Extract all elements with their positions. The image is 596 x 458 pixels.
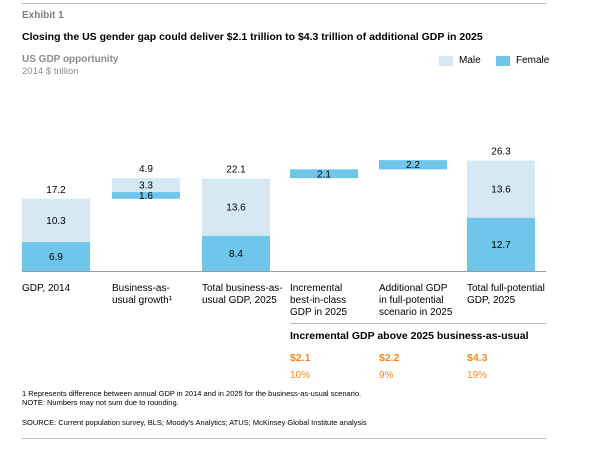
legend-male: Male — [439, 55, 481, 66]
category-label-line: Total full-potential — [467, 283, 545, 294]
incremental-percent-best-in-class: 10% — [290, 370, 311, 381]
label-female-4: 2.2 — [406, 160, 420, 171]
bar-male-1 — [112, 178, 180, 193]
category-label-2: Total business-as-usual GDP, 2025 — [202, 283, 283, 307]
incremental-heading: Incremental GDP above 2025 business-as-u… — [290, 330, 529, 342]
category-label-3: Incremental best-in-class GDP in 2025 — [290, 283, 347, 319]
category-label-line: Business-as- — [112, 283, 170, 294]
legend-female-label: Female — [516, 55, 550, 66]
bar-female-2 — [202, 235, 270, 271]
label-total-2: 22.1 — [226, 165, 246, 176]
label-female-0: 6.9 — [49, 252, 63, 263]
incremental-value-total: $4.3 — [467, 352, 488, 364]
category-label-1: Business-as-usual growth¹ — [112, 283, 172, 307]
footnote-note: NOTE: Numbers may not sum due to roundin… — [22, 398, 179, 407]
bar-female-4 — [379, 160, 447, 170]
category-label-0: GDP, 2014 — [22, 283, 70, 295]
chart-subtitle: US GDP opportunity — [22, 54, 119, 65]
label-total-0: 17.2 — [46, 185, 66, 196]
incremental-value-best-in-class: $2.1 — [290, 352, 311, 364]
chart-title: Closing the US gender gap could deliver … — [22, 31, 483, 43]
label-total-5: 26.3 — [491, 147, 511, 158]
source-note: SOURCE: Current population survey, BLS; … — [22, 418, 367, 427]
category-label-line: GDP in 2025 — [290, 307, 348, 318]
exhibit-label: Exhibit 1 — [22, 10, 64, 21]
category-label-line: in full-potential — [379, 295, 444, 306]
label-female-5: 12.7 — [491, 240, 511, 251]
label-male-2: 13.6 — [226, 203, 246, 214]
bar-male-0 — [22, 198, 90, 243]
footnote-1: 1 Represents difference between annual G… — [22, 389, 362, 398]
legend-male-swatch — [439, 55, 453, 66]
legend-female: Female — [496, 55, 549, 66]
legend-female-swatch — [496, 55, 510, 66]
label-male-5: 13.6 — [491, 185, 511, 196]
legend-male-label: Male — [459, 55, 481, 66]
bar-male-2 — [202, 178, 270, 236]
bar-female-0 — [22, 242, 90, 271]
category-label-line: Additional GDP — [379, 283, 448, 294]
category-label-line: GDP, 2025 — [467, 295, 516, 306]
bottom-rule — [22, 438, 546, 439]
bar-female-1 — [112, 192, 180, 199]
top-rule — [22, 3, 546, 4]
label-female-3: 2.1 — [317, 169, 331, 180]
incremental-value-additional: $2.2 — [379, 352, 400, 364]
waterfall-chart: 6.9 10.3 17.2 1.63.3 4.9 8.4 13.6 22.1 2.1 2.2 12.… — [22, 147, 546, 272]
bar-female-5 — [467, 217, 535, 271]
label-male-0: 10.3 — [46, 216, 66, 227]
category-label-line: scenario in 2025 — [379, 307, 453, 318]
bar-male-5 — [467, 160, 535, 218]
label-female-2: 8.4 — [229, 249, 243, 260]
incremental-percent-total: 19% — [467, 370, 488, 381]
label-female-1: 1.6 — [139, 191, 153, 202]
category-label-line: GDP, 2014 — [22, 283, 71, 294]
category-label-line: best-in-class — [290, 295, 347, 306]
incremental-percent-additional: 9% — [379, 370, 394, 381]
category-label-line: usual growth¹ — [112, 295, 173, 306]
label-total-1: 4.9 — [139, 164, 153, 175]
chart-unit: 2014 $ trillion — [22, 66, 79, 77]
category-label-4: Additional GDP in full-potential scenario … — [379, 283, 452, 319]
category-label-line: usual GDP, 2025 — [202, 295, 277, 306]
incremental-rule — [290, 323, 546, 324]
label-male-1: 3.3 — [139, 181, 153, 192]
category-label-line: Incremental — [290, 283, 343, 294]
bar-female-3 — [290, 169, 358, 179]
category-label-line: Total business-as- — [202, 283, 283, 294]
category-label-5: Total full-potential GDP, 2025 — [467, 283, 545, 307]
